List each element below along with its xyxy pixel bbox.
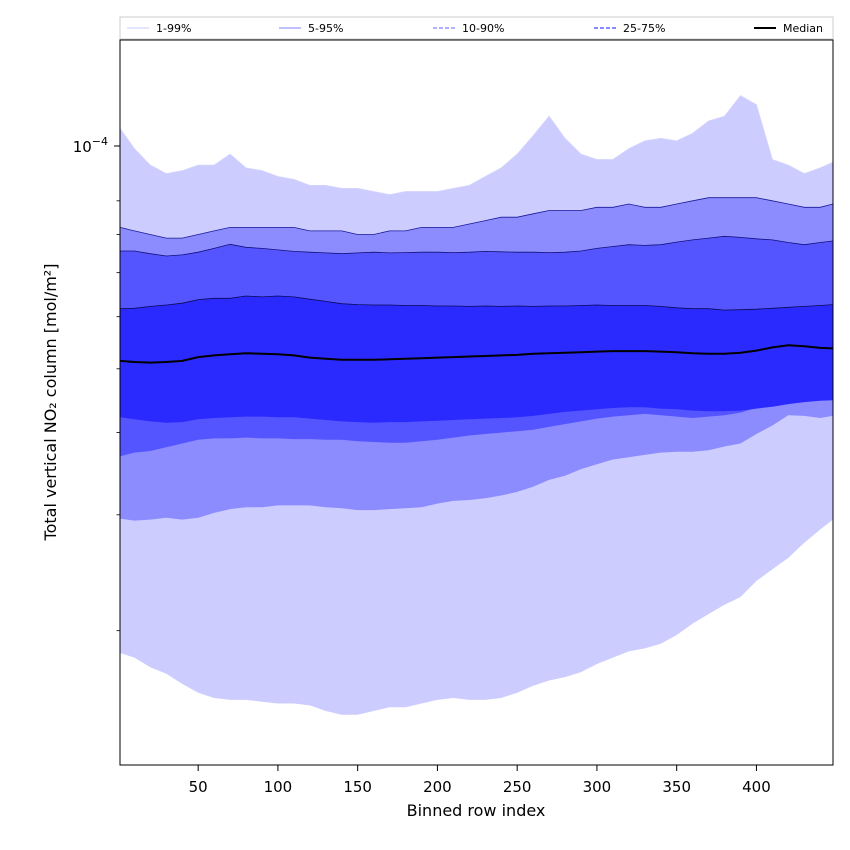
x-tick-label: 350	[662, 778, 691, 796]
y-axis-label: Total vertical NO₂ column [mol/m²]	[41, 264, 60, 542]
band-25-75%	[120, 296, 833, 423]
x-tick-label: 50	[189, 778, 208, 796]
x-tick-label: 400	[742, 778, 771, 796]
x-tick-label: 300	[583, 778, 612, 796]
x-tick-label: 250	[503, 778, 532, 796]
x-tick-label: 150	[343, 778, 372, 796]
band-upper-line-1-99%	[120, 95, 833, 196]
x-tick-label: 200	[423, 778, 452, 796]
x-axis-label: Binned row index	[407, 801, 546, 820]
plot-frame	[119, 39, 834, 766]
legend-label: 1-99%	[156, 22, 191, 35]
band-upper-line-10-90%	[120, 235, 833, 257]
legend-label: 5-95%	[308, 22, 343, 35]
legend-label: 10-90%	[462, 22, 504, 35]
x-axis: 50 100 150 200 250 300 350 400	[189, 765, 771, 796]
legend-label: 25-75%	[623, 22, 665, 35]
x-tick-label: 100	[264, 778, 293, 796]
percentile-bands	[120, 95, 833, 715]
median-line	[120, 344, 833, 364]
y-major-tick-label: 10−4	[73, 135, 108, 156]
legend-label: Median	[783, 22, 823, 35]
band-upper-line-5-95%	[120, 197, 833, 239]
band-upper-line-25-75%	[120, 295, 833, 311]
legend-box	[119, 16, 834, 40]
median-layer	[120, 344, 833, 364]
legend: 1-99% 5-95% 10-90% 25-75% Median	[119, 16, 834, 40]
y-axis: 10−4	[73, 135, 120, 632]
